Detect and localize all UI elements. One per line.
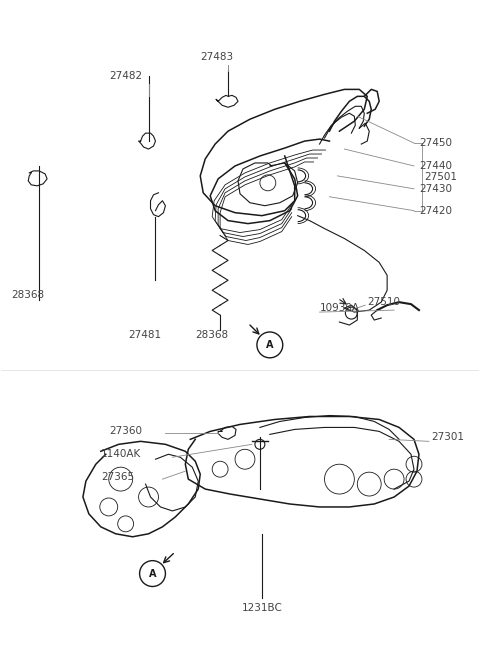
Text: A: A <box>149 568 156 579</box>
Text: A: A <box>266 340 274 350</box>
Text: 27501: 27501 <box>424 172 457 182</box>
Text: 27365: 27365 <box>101 472 134 482</box>
Text: 27510: 27510 <box>367 297 400 307</box>
Text: 27440: 27440 <box>419 161 452 171</box>
Text: 28368: 28368 <box>12 290 45 300</box>
Text: 27450: 27450 <box>419 138 452 148</box>
Text: 28368: 28368 <box>195 330 228 340</box>
Text: 1231BC: 1231BC <box>241 603 282 614</box>
Text: 27481: 27481 <box>129 330 162 340</box>
Text: 27483: 27483 <box>200 52 233 62</box>
Text: 27430: 27430 <box>419 184 452 194</box>
Text: 27482: 27482 <box>109 72 142 81</box>
Text: 27420: 27420 <box>419 206 452 215</box>
Text: 27360: 27360 <box>109 426 142 436</box>
Text: 1140AK: 1140AK <box>101 449 141 459</box>
Text: 10930A: 10930A <box>320 303 360 313</box>
Text: 27301: 27301 <box>431 432 464 442</box>
